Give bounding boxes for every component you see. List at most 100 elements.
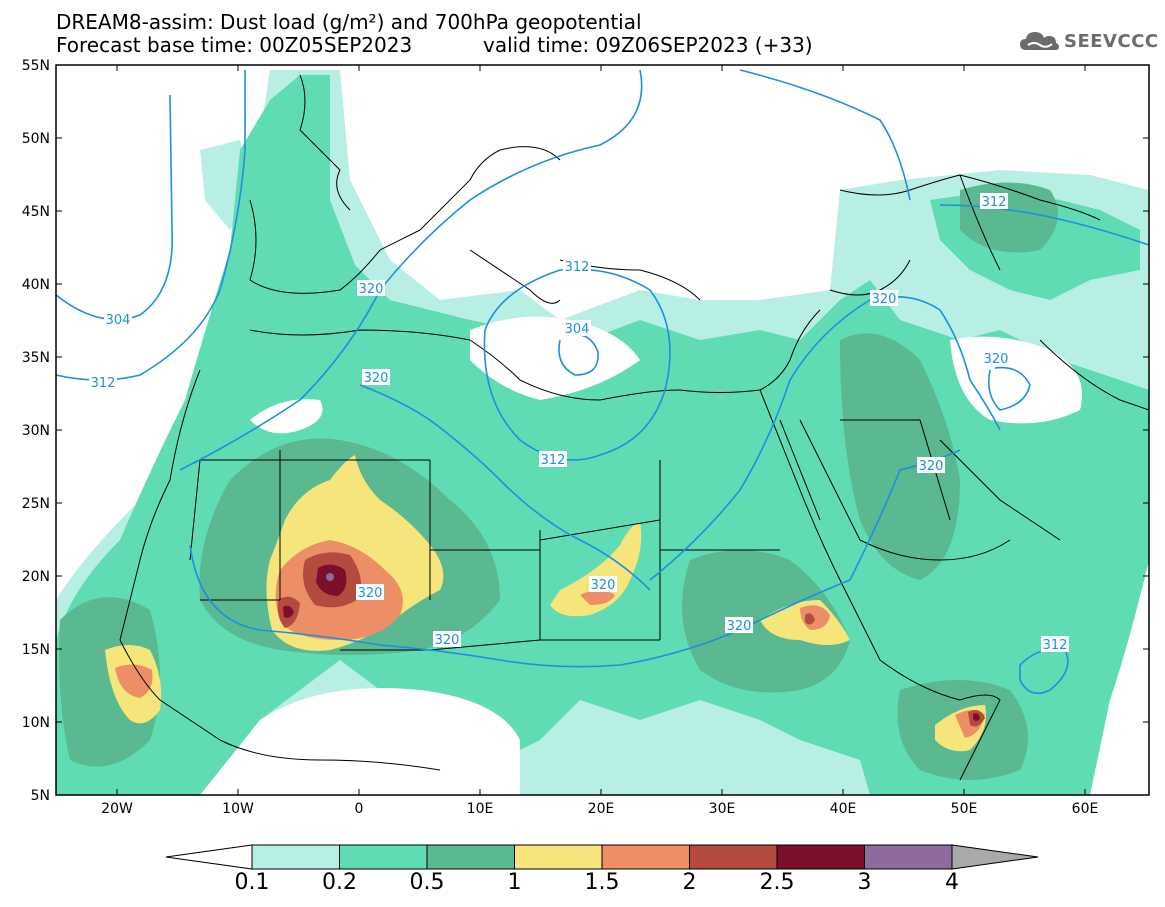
svg-text:320: 320	[435, 633, 460, 648]
colorbar-segment	[689, 844, 778, 870]
contour-label: 312	[980, 193, 1008, 210]
lon-label: 0	[355, 801, 364, 817]
dust-field	[56, 65, 1149, 795]
lat-label: 45N	[22, 204, 50, 220]
dust-region-orange-senegal	[115, 664, 153, 698]
lat-label: 35N	[22, 350, 50, 366]
lon-label: 20E	[588, 801, 615, 817]
contour-label: 312	[89, 374, 117, 391]
svg-text:304: 304	[106, 313, 131, 328]
logo-text: SEEVCCC	[1064, 30, 1159, 52]
svg-text:320: 320	[984, 352, 1009, 367]
contour-label: 320	[589, 576, 617, 593]
lat-label: 55N	[22, 58, 50, 74]
svg-text:320: 320	[358, 586, 383, 601]
contour-312-somalia	[1019, 648, 1069, 695]
colorbar-label: 2	[682, 870, 697, 895]
svg-text:320: 320	[872, 292, 897, 307]
dust-region-dark-arabia	[840, 333, 960, 580]
svg-text:320: 320	[727, 619, 752, 634]
contour-label: 320	[917, 457, 945, 474]
dust-region-dark-west	[59, 597, 160, 767]
colorbar-segment	[601, 844, 690, 870]
colorbar-high-arrow	[951, 844, 1039, 870]
contour-320-mid	[359, 384, 651, 591]
svg-text:312: 312	[565, 260, 590, 275]
lon-label: 50E	[951, 801, 978, 817]
colorbar-low-arrow	[165, 844, 253, 870]
contour-320-east	[649, 295, 1001, 581]
contour-label: 320	[362, 369, 390, 386]
dust-region-orange-chad	[580, 590, 615, 605]
contour-label: 312	[563, 258, 591, 275]
contour-320-ne	[739, 69, 911, 201]
colorbar-label: 1	[507, 870, 522, 895]
colorbar-label: 1.5	[584, 870, 620, 895]
colorbar	[165, 844, 1039, 870]
svg-text:312: 312	[91, 376, 116, 391]
colorbar-segment	[864, 844, 953, 870]
contour-label: 312	[539, 451, 567, 468]
dust-region-maroon-somalia	[973, 713, 980, 721]
lon-label: 10W	[222, 801, 254, 817]
contour-label: 320	[725, 617, 753, 634]
svg-text:304: 304	[565, 322, 590, 337]
map-title: DREAM8-assim: Dust load (g/m²) and 700hP…	[56, 10, 642, 34]
clear-area-gulf-of-guinea	[200, 688, 520, 795]
colorbar-label: 2.5	[759, 870, 795, 895]
contour-label: 304	[563, 320, 591, 337]
svg-text:312: 312	[541, 453, 566, 468]
contour-320-persia	[987, 366, 1031, 411]
lon-label: 40E	[830, 801, 857, 817]
contour-label: 320	[870, 290, 898, 307]
svg-text:312: 312	[1043, 638, 1068, 653]
svg-text:320: 320	[359, 282, 384, 297]
contour-label: 320	[356, 584, 384, 601]
longitude-axis: 20W 10W 0 10E 20E 30E 40E 50E 60E	[101, 65, 1098, 817]
cloud-logo-icon	[1020, 32, 1059, 50]
svg-text:320: 320	[919, 459, 944, 474]
lat-label: 15N	[22, 642, 50, 658]
geopotential-contours	[56, 69, 1149, 695]
contour-304-central	[558, 333, 599, 376]
contour-label: 312	[1041, 636, 1069, 653]
colorbar-label: 4	[945, 870, 959, 895]
lat-label: 10N	[22, 715, 50, 731]
lat-label: 20N	[22, 569, 50, 585]
svg-text:320: 320	[364, 371, 389, 386]
lon-label: 60E	[1072, 801, 1099, 817]
svg-text:320: 320	[591, 578, 616, 593]
contour-label: 320	[433, 631, 461, 648]
colorbar-label: 3	[857, 870, 872, 895]
svg-text:312: 312	[982, 195, 1007, 210]
forecast-base-time: Forecast base time: 00Z05SEP2023	[56, 33, 413, 57]
lat-label: 50N	[22, 131, 50, 147]
lat-label: 5N	[31, 788, 50, 804]
dust-region-purple-peak	[326, 573, 334, 581]
colorbar-segment	[426, 844, 515, 870]
contour-320-africa	[189, 449, 961, 668]
valid-time: valid time: 09Z06SEP2023 (+33)	[483, 33, 813, 57]
colorbar-label: 0.2	[322, 870, 357, 895]
contour-label: 304	[104, 311, 132, 328]
coastlines	[119, 74, 1149, 781]
lat-label: 40N	[22, 277, 50, 293]
contour-labels: 320 312 304 304 312 320 312 320 320 320 320 320 320 3…	[89, 193, 1069, 653]
dust-region-maroon-mali	[283, 605, 294, 618]
seevccc-logo: SEEVCCC	[1018, 28, 1159, 54]
lat-label: 30N	[22, 423, 50, 439]
colorbar-segment	[776, 844, 865, 870]
colorbar-segment	[251, 844, 340, 870]
colorbar-label: 0.1	[234, 870, 270, 895]
colorbar-label: 0.5	[409, 870, 445, 895]
clear-area-atlas	[250, 399, 323, 434]
contour-label: 320	[357, 280, 385, 297]
latitude-axis: 55N 50N 45N 40N 35N 30N 25N 20N 15N 10N 5N	[22, 58, 1149, 804]
lon-label: 10E	[467, 801, 494, 817]
colorbar-segment	[514, 844, 603, 870]
dust-region-yellow-chad	[550, 522, 642, 617]
contour-312-central	[483, 268, 671, 461]
clear-area-mediterranean	[470, 316, 640, 400]
contour-320-north	[179, 69, 643, 471]
